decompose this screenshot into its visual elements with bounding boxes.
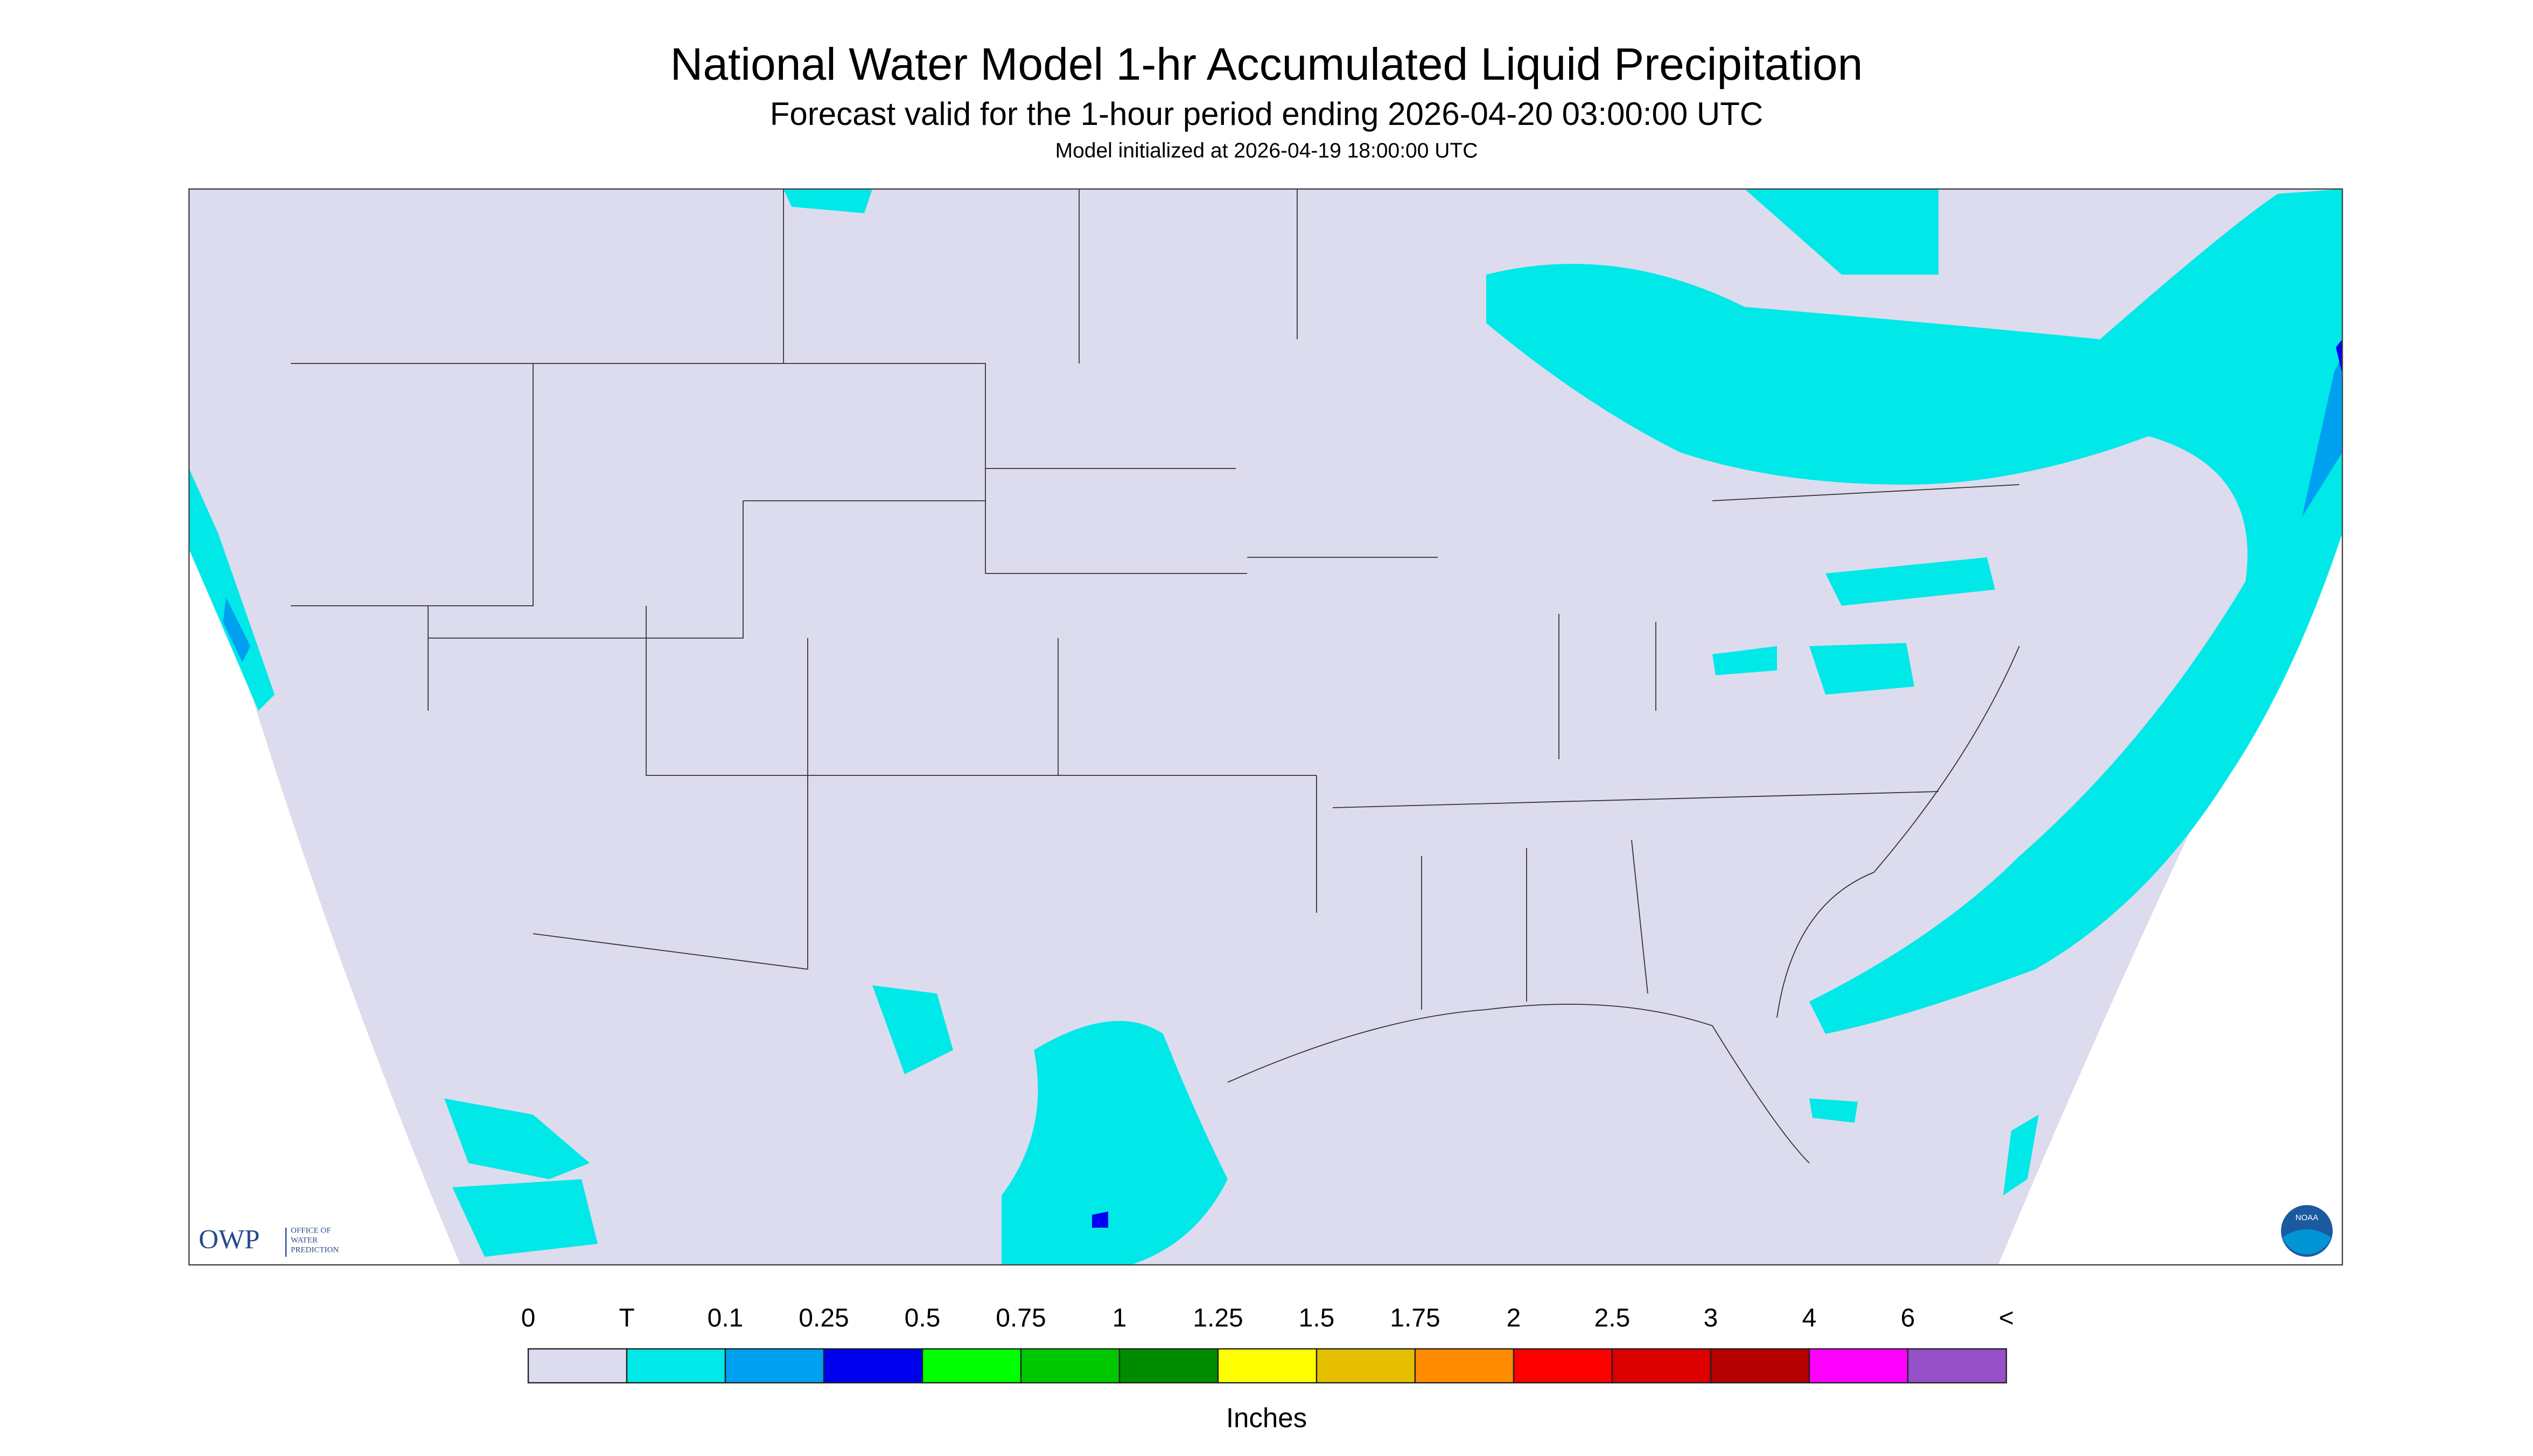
owp-office: PREDICTION	[291, 1245, 339, 1254]
legend-label: 0.1	[708, 1304, 744, 1333]
legend-swatch	[626, 1348, 726, 1384]
boundaries	[291, 189, 2020, 1164]
owp-text: OWP	[199, 1225, 260, 1255]
noaa-text: NOAA	[2296, 1213, 2319, 1222]
legend-swatch	[1217, 1348, 1318, 1384]
owp-logo: OWP OFFICE OF WATER PREDICTION	[199, 1225, 339, 1257]
legend-label: 2.5	[1594, 1304, 1631, 1333]
owp-office: OFFICE OF	[291, 1226, 331, 1235]
projection-edge	[189, 485, 460, 1265]
subtitle: Forecast valid for the 1-hour period end…	[770, 96, 1763, 132]
legend-swatch	[1316, 1348, 1416, 1384]
legend-swatch	[724, 1348, 825, 1384]
legend-swatch	[527, 1348, 628, 1384]
legend-swatch	[1611, 1348, 1712, 1384]
legend-swatch	[1020, 1348, 1121, 1384]
legend-label: 0.75	[996, 1304, 1046, 1333]
legend-label: <	[1999, 1304, 2014, 1333]
legend-label: 0.5	[905, 1304, 941, 1333]
noaa-logo: NOAA	[2281, 1205, 2333, 1257]
legend-swatch	[921, 1348, 1022, 1384]
legend-label: 1	[1112, 1304, 1127, 1333]
legend-label: 4	[1802, 1304, 1817, 1333]
legend-label: T	[619, 1304, 634, 1333]
legend-swatch	[1513, 1348, 1613, 1384]
map-frame	[188, 188, 2343, 1266]
legend-swatch	[1808, 1348, 1909, 1384]
legend-label: 0	[521, 1304, 536, 1333]
precip-areas	[189, 189, 2342, 1265]
legend-label: 1.5	[1299, 1304, 1335, 1333]
legend-swatch	[1414, 1348, 1515, 1384]
owp-office: WATER	[291, 1236, 318, 1244]
legend-swatch	[1710, 1348, 1810, 1384]
init-time: Model initialized at 2026-04-19 18:00:00…	[1055, 139, 1478, 162]
map: OWP OFFICE OF WATER PREDICTION NOAA	[188, 188, 2343, 1266]
legend-label: 6	[1901, 1304, 1915, 1333]
legend-label: 3	[1704, 1304, 1718, 1333]
legend-swatch	[1907, 1348, 2007, 1384]
legend-swatch	[823, 1348, 923, 1384]
legend-label: 0.25	[799, 1304, 849, 1333]
legend-unit: Inches	[1226, 1402, 1307, 1433]
legend-swatch	[1118, 1348, 1219, 1384]
title: National Water Model 1-hr Accumulated Li…	[670, 39, 1863, 89]
legend-label: 1.25	[1193, 1304, 1243, 1333]
legend-label: 2	[1507, 1304, 1521, 1333]
noaa-wave	[2283, 1229, 2331, 1255]
legend: Inches 0 T 0.1 0.25 0.5 0.75 1 1.25 1.5 1.75 2 2.5 3…	[521, 1304, 2014, 1433]
legend-label: 1.75	[1390, 1304, 1440, 1333]
